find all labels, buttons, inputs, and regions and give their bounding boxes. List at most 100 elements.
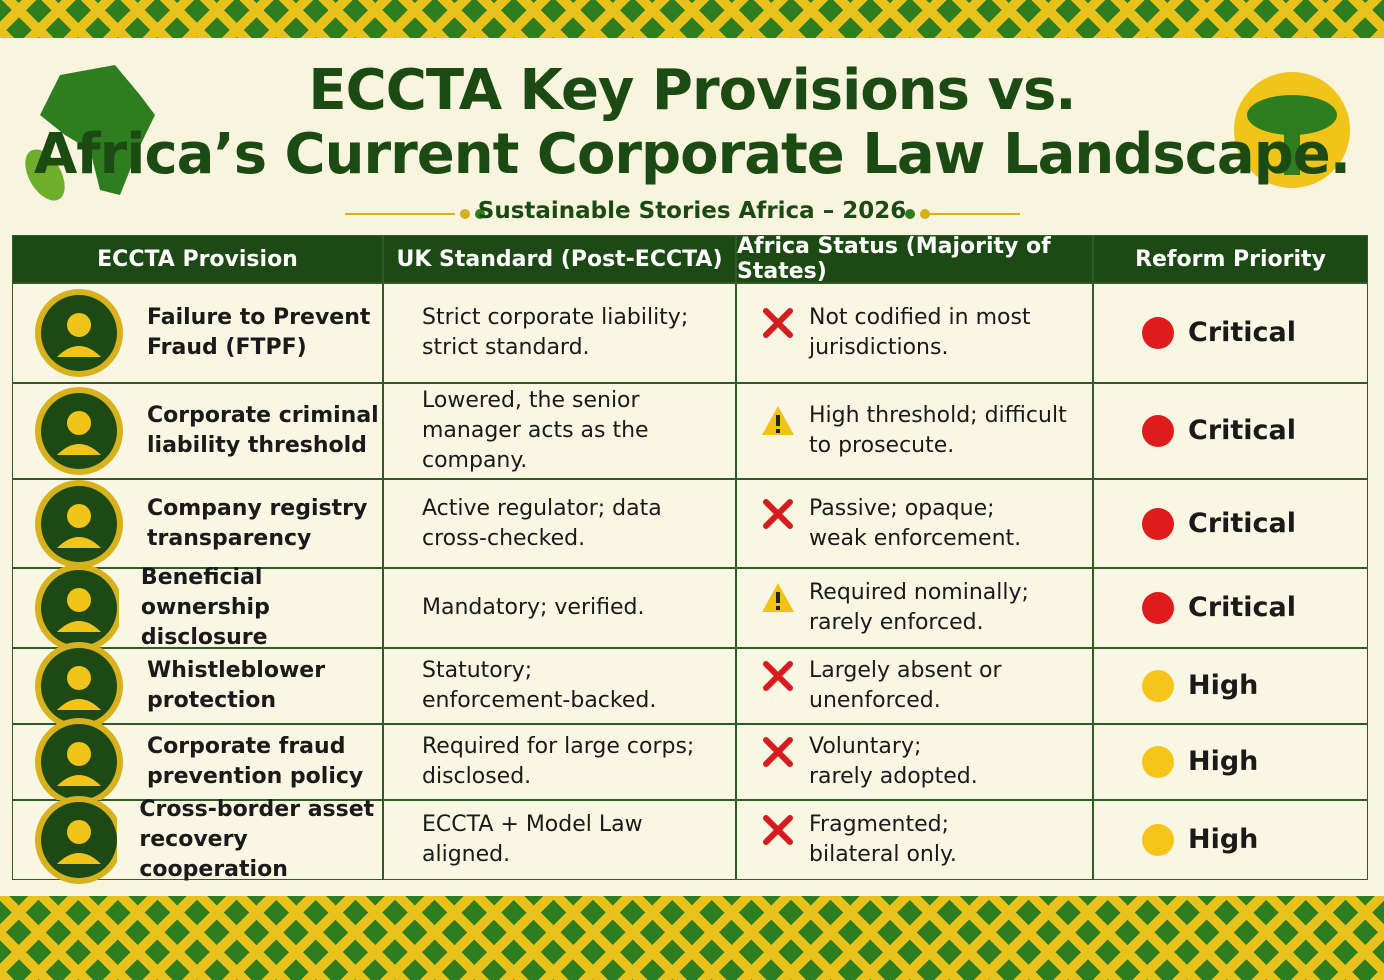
cell-text: Cross-border asset recovery cooperation (139, 795, 382, 885)
cell-text: Largely absent or unenforced. (809, 656, 1002, 716)
text-line: aligned. (422, 842, 511, 867)
provision-icon (35, 564, 119, 652)
cell-text: Failure to Prevent Fraud (FTPF) (147, 303, 370, 363)
text-line: weak enforcement. (809, 525, 1022, 551)
provision-cell: Company registry transparency (12, 479, 383, 568)
priority-cell: High (1093, 724, 1368, 800)
cell-text: Required nominally; rarely enforced. (809, 578, 1029, 638)
provision-cell: Corporate criminal liability threshold (12, 383, 383, 479)
uk-cell: Statutory; enforcement-backed. (383, 648, 736, 724)
text-line: prevention policy (147, 764, 364, 789)
pattern-top (0, 0, 1384, 38)
priority-cell: High (1093, 800, 1368, 880)
cell-text: Mandatory; verified. (422, 593, 644, 623)
text-line: Failure to Prevent (147, 305, 371, 330)
text-line: Active regulator; data (422, 495, 662, 521)
africa-cell: Voluntary; rarely adopted. (736, 724, 1093, 800)
provision-cell: Whistleblower protection (12, 642, 383, 730)
cell-text: Active regulator; data cross-checked. (422, 494, 662, 554)
text-line: Corporate criminal (147, 403, 379, 428)
cell-text: Whistleblower protection (147, 656, 325, 716)
cell-text: Required for large corps; disclosed. (422, 732, 694, 792)
status-icon (763, 308, 793, 338)
text-line: Fraud (FTPF) (147, 335, 307, 360)
uk-cell: Mandatory; verified. (383, 568, 736, 648)
uk-cell: Active regulator; data cross-checked. (383, 479, 736, 568)
status-icon (763, 661, 793, 691)
cell-text: Fragmented; bilateral only. (809, 810, 957, 870)
status-icon (762, 406, 794, 435)
cell-text: ECCTA + Model Law aligned. (422, 810, 643, 870)
priority-cell: Critical (1093, 383, 1368, 479)
priority-cell: Critical (1093, 283, 1368, 383)
subtitle-rule (345, 209, 1020, 219)
cell-text: Company registry transparency (147, 494, 367, 554)
text-line: Cross-border asset (139, 797, 375, 822)
column-header: ECCTA Provision (12, 235, 383, 283)
text-line: Mandatory; verified. (422, 595, 645, 620)
priority-dot (1142, 317, 1174, 349)
cell-text: Passive; opaque; weak enforcement. (809, 494, 1021, 554)
provision-icon (35, 289, 123, 377)
text-line: disclosed. (422, 764, 532, 789)
status-icon (763, 815, 793, 845)
africa-cell: Required nominally; rarely enforced. (736, 568, 1093, 648)
uk-cell: Required for large corps; disclosed. (383, 724, 736, 800)
africa-cell: Largely absent or unenforced. (736, 648, 1093, 724)
priority-label: Critical (1188, 592, 1297, 623)
africa-cell: Fragmented; bilateral only. (736, 800, 1093, 880)
provision-icon (35, 796, 118, 884)
cell-text: Not codified in most jurisdictions. (809, 303, 1031, 363)
africa-map (25, 65, 155, 201)
text-line: to prosecute. (809, 433, 955, 458)
provision-cell: Corporate fraud prevention policy (12, 718, 383, 806)
priority-dot (1142, 824, 1174, 856)
priority-cell: Critical (1093, 479, 1368, 568)
text-line: Strict corporate liability; (422, 305, 689, 330)
text-line: unenforced. (809, 688, 941, 713)
provision-icon (35, 479, 123, 568)
priority-label: High (1188, 746, 1259, 777)
priority-label: Critical (1188, 317, 1297, 348)
priority-cell: High (1093, 648, 1368, 724)
provision-icon (35, 718, 123, 806)
priority-cell: Critical (1093, 568, 1368, 648)
cell-text: Statutory; enforcement-backed. (422, 656, 656, 716)
status-icon (763, 737, 793, 767)
text-line: cross-checked. (422, 525, 586, 551)
uk-cell: Lowered, the senior manager acts as the c… (383, 383, 736, 479)
status-icon (763, 498, 793, 529)
column-header: UK Standard (Post-ECCTA) (383, 235, 736, 283)
text-line: Fragmented; (809, 812, 949, 837)
provision-cell: Beneficial ownership disclosure (12, 564, 383, 652)
provision-icon (35, 642, 123, 730)
subtitle: Sustainable Stories Africa – 2026 (477, 198, 907, 224)
cell-text: Corporate criminal liability threshold (147, 401, 379, 461)
provision-cell: Failure to Prevent Fraud (FTPF) (12, 283, 383, 383)
text-line: Corporate fraud (147, 734, 346, 759)
title-line: ECCTA Key Provisions vs. (308, 58, 1076, 123)
priority-dot (1142, 670, 1174, 702)
column-header: Africa Status (Majority of States) (736, 234, 1093, 284)
text-line: transparency (147, 525, 312, 551)
uk-cell: Strict corporate liability; strict standa… (383, 283, 736, 383)
pattern-bottom (0, 896, 1384, 980)
africa-cell: Not codified in most jurisdictions. (736, 283, 1093, 383)
text-line: Required for large corps; (422, 734, 695, 759)
column-header: Reform Priority (1093, 235, 1368, 283)
cell-text: Strict corporate liability; strict standa… (422, 303, 688, 363)
text-line: Not codified in most (809, 305, 1031, 330)
africa-cell: High threshold; difficult to prosecute. (736, 383, 1093, 479)
priority-label: High (1188, 670, 1259, 701)
cell-text: High threshold; difficult to prosecute. (809, 401, 1067, 461)
text-line: Largely absent or (809, 658, 1002, 683)
text-line: manager acts as the company. (422, 418, 649, 473)
text-line: High threshold; difficult (809, 403, 1067, 428)
text-line: strict standard. (422, 335, 590, 360)
text-line: disclosure (140, 625, 268, 650)
title-line: Africa’s Current Corporate Law Landscape… (33, 122, 1351, 187)
text-line: Beneficial ownership (140, 565, 270, 620)
text-line: Passive; opaque; (809, 495, 995, 521)
text-line: Lowered, the senior (422, 388, 640, 413)
